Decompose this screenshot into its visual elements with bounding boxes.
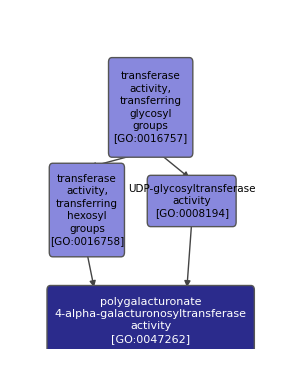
Text: UDP-glycosyltransferase
activity
[GO:0008194]: UDP-glycosyltransferase activity [GO:000… [128,183,255,218]
FancyBboxPatch shape [49,163,124,257]
Text: polygalacturonate
4-alpha-galacturonosyltransferase
activity
[GO:0047262]: polygalacturonate 4-alpha-galacturonosyl… [55,297,247,344]
FancyBboxPatch shape [147,175,236,227]
FancyBboxPatch shape [47,285,254,355]
FancyBboxPatch shape [108,58,193,157]
Text: transferase
activity,
transferring
hexosyl
groups
[GO:0016758]: transferase activity, transferring hexos… [50,174,124,246]
Text: transferase
activity,
transferring
glycosyl
groups
[GO:0016757]: transferase activity, transferring glyco… [113,71,188,143]
